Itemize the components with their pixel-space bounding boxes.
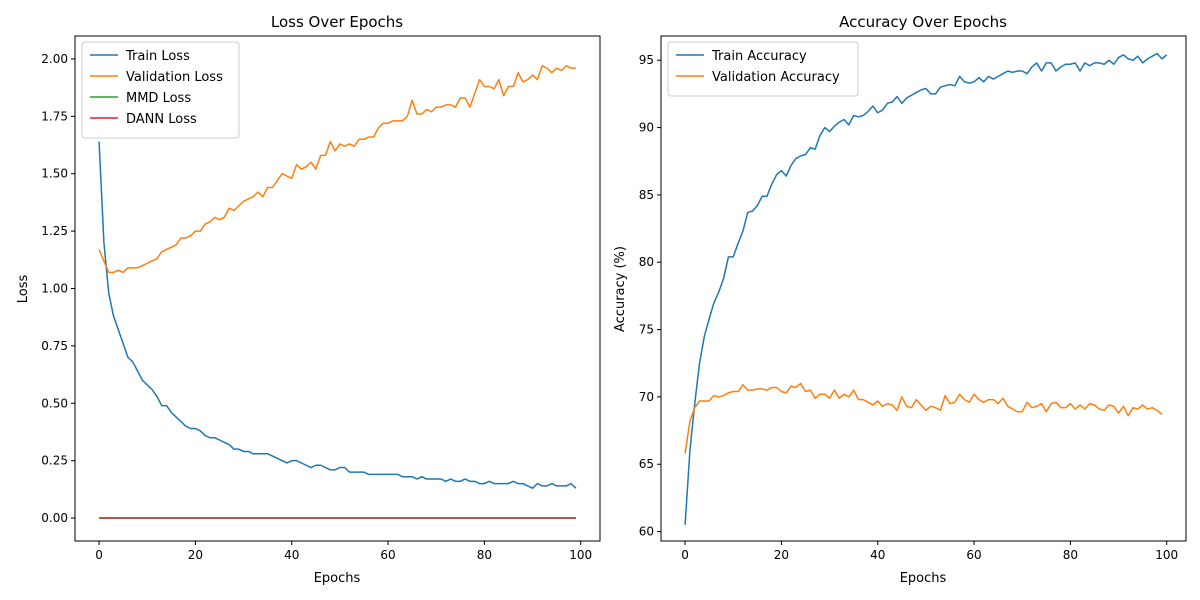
- loss-y-tick-label: 1.00: [41, 282, 68, 296]
- accuracy-plot-frame: [660, 35, 1187, 542]
- accuracy-y-axis-label: Accuracy (%): [613, 246, 628, 332]
- loss-x-ticks: 0 20 40 60 80 100: [95, 541, 592, 562]
- loss-legend: Train Loss Validation Loss MMD Loss DANN Lo…: [81, 41, 240, 139]
- accuracy-x-tick-label: 20: [774, 548, 789, 562]
- loss-y-axis-label: Loss: [16, 275, 31, 304]
- loss-y-tick-label: 1.75: [41, 109, 68, 123]
- accuracy-x-tick-label: 60: [966, 548, 981, 562]
- accuracy-series-lines: [684, 52, 1168, 525]
- accuracy-chart-panel: Accuracy Over Epochs 0 20 40 60 80 100 60 65 70…: [613, 13, 1187, 586]
- loss-x-tick-label: 20: [188, 548, 203, 562]
- loss-legend-label: DANN Loss: [126, 112, 197, 127]
- loss-y-tick-label: 2.00: [41, 52, 68, 66]
- accuracy-x-tick-label: 0: [681, 548, 689, 562]
- loss-x-tick-label: 60: [380, 548, 395, 562]
- loss-y-tick-label: 1.50: [41, 167, 68, 181]
- loss-x-axis-label: Epochs: [314, 571, 361, 586]
- accuracy-series-line-1: [684, 382, 1163, 454]
- accuracy-chart-title: Accuracy Over Epochs: [839, 13, 1007, 31]
- accuracy-x-axis-label: Epochs: [900, 571, 947, 586]
- loss-y-tick-label: 0.75: [41, 339, 68, 353]
- accuracy-y-ticks: 60 65 70 75 80 85 90 95: [639, 53, 661, 539]
- accuracy-y-tick-label: 80: [639, 255, 654, 269]
- loss-y-tick-label: 0.00: [41, 511, 68, 525]
- loss-series-line-1: [98, 65, 576, 274]
- loss-y-tick-label: 1.25: [41, 224, 68, 238]
- loss-x-tick-label: 0: [95, 548, 103, 562]
- loss-legend-label: MMD Loss: [126, 91, 191, 106]
- loss-y-ticks: 0.00 0.25 0.50 0.75 1.00 1.25 1.50 1.75 2.00: [41, 52, 75, 525]
- accuracy-x-tick-label: 100: [1155, 548, 1178, 562]
- loss-series-line-0: [98, 141, 577, 489]
- loss-y-tick-label: 0.50: [41, 396, 68, 410]
- accuracy-y-tick-label: 65: [639, 457, 654, 471]
- loss-series-lines: [98, 65, 577, 519]
- accuracy-x-tick-label: 80: [1063, 548, 1078, 562]
- accuracy-y-tick-label: 90: [639, 121, 654, 135]
- accuracy-series-line-0: [684, 52, 1168, 525]
- accuracy-legend-label: Train Accuracy: [711, 49, 807, 64]
- loss-x-tick-label: 80: [477, 548, 492, 562]
- accuracy-y-tick-label: 85: [639, 188, 654, 202]
- accuracy-y-tick-label: 60: [639, 525, 654, 539]
- accuracy-legend-box: [667, 41, 859, 97]
- loss-legend-box: [81, 41, 240, 139]
- accuracy-legend-label: Validation Accuracy: [712, 70, 840, 85]
- accuracy-y-tick-label: 75: [639, 323, 654, 337]
- loss-chart-panel: Loss Over Epochs 0 20 40 60 80 100 0.000.250.…: [16, 13, 601, 586]
- accuracy-x-ticks: 0 20 40 60 80 100: [681, 541, 1178, 562]
- accuracy-y-tick-label: 95: [639, 53, 654, 67]
- loss-chart-title: Loss Over Epochs: [271, 13, 403, 31]
- loss-legend-label: Validation Loss: [126, 70, 223, 85]
- accuracy-x-tick-label: 40: [870, 548, 885, 562]
- loss-legend-label: Train Loss: [125, 49, 190, 64]
- loss-y-tick-label: 0.25: [41, 454, 68, 468]
- loss-x-tick-label: 40: [284, 548, 299, 562]
- loss-x-tick-label: 100: [569, 548, 592, 562]
- accuracy-legend: Train Accuracy Validation Accuracy: [667, 41, 859, 97]
- accuracy-y-tick-label: 70: [639, 390, 654, 404]
